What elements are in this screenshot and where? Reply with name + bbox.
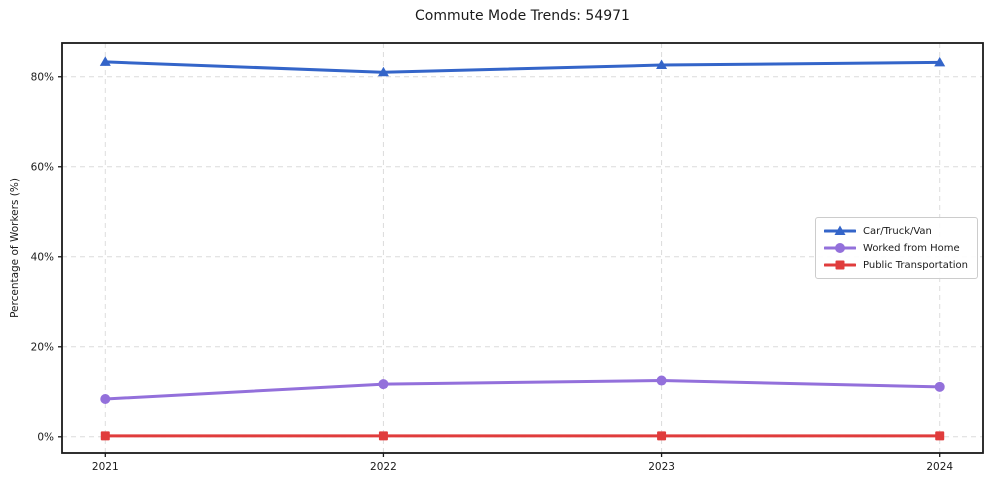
legend-marker-circle-icon — [824, 243, 857, 253]
data-point-public-transportation — [100, 431, 110, 441]
legend: Car/Truck/Van Worked from Home Public Tran… — [815, 217, 978, 279]
y-tick-label: 40% — [31, 251, 54, 263]
data-point-car-truck-van — [99, 56, 111, 66]
data-point-public-transportation — [657, 431, 667, 441]
x-tick-label: 2024 — [926, 461, 953, 473]
data-point-worked-from-home — [934, 381, 945, 392]
plot-border — [61, 42, 984, 454]
data-point-car-truck-van — [656, 59, 668, 70]
x-tick-label: 2022 — [370, 461, 397, 473]
series-worked-from-home — [100, 375, 945, 404]
y-tick-label: 20% — [31, 341, 54, 353]
y-tick-label: 0% — [37, 431, 54, 443]
legend-item-worked-from-home: Worked from Home — [824, 242, 968, 254]
series-car-truck-van — [99, 56, 946, 77]
legend-item-car-truck-van: Car/Truck/Van — [824, 225, 968, 237]
legend-marker-glyph — [835, 243, 846, 253]
legend-marker-triangle-icon — [824, 225, 857, 235]
legend-label: Public Transportation — [863, 259, 968, 271]
series-line-car-truck-van — [103, 60, 942, 74]
series-public-transportation — [100, 431, 945, 441]
y-tick-label: 80% — [31, 71, 54, 83]
legend-marker-glyph — [834, 225, 846, 235]
legend-marker-square-icon — [824, 260, 857, 270]
data-point-worked-from-home — [100, 393, 111, 404]
y-tick-label: 60% — [31, 161, 54, 173]
legend-marker-glyph — [835, 260, 845, 270]
data-point-worked-from-home — [656, 375, 667, 386]
data-point-worked-from-home — [378, 379, 389, 390]
data-point-car-truck-van — [377, 66, 389, 77]
legend-label: Car/Truck/Van — [863, 225, 932, 237]
chart-title: Commute Mode Trends: 54971 — [415, 8, 630, 24]
x-tick-label: 2023 — [648, 461, 675, 473]
series-line-worked-from-home — [103, 379, 942, 401]
data-point-public-transportation — [935, 431, 945, 441]
legend-label: Worked from Home — [863, 242, 960, 254]
data-point-public-transportation — [378, 431, 388, 441]
x-tick-label: 2021 — [92, 461, 119, 473]
data-point-car-truck-van — [934, 56, 946, 67]
legend-item-public-transportation: Public Transportation — [824, 259, 968, 271]
